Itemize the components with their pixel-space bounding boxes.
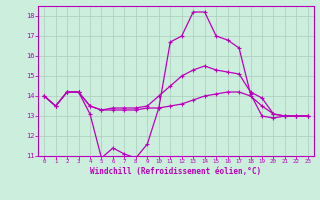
X-axis label: Windchill (Refroidissement éolien,°C): Windchill (Refroidissement éolien,°C) — [91, 167, 261, 176]
